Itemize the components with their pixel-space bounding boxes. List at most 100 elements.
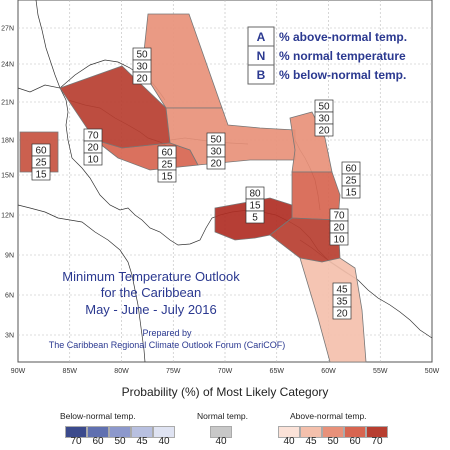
y-tick-label: 9N — [5, 253, 14, 260]
key-letter-a: A — [257, 30, 266, 44]
prob-above: 45 — [336, 285, 348, 296]
y-tick-labels: 3N 6N 9N 12N 15N 18N 21N 24N 27N — [1, 26, 14, 340]
x-tick-label: 55W — [373, 368, 388, 375]
x-tick-labels: 90W 85W 80W 75W 70W 65W 60W 55W 50W — [11, 368, 440, 375]
key-text-n: % normal temperature — [279, 49, 406, 63]
below-normal-swatches — [65, 425, 175, 443]
x-tick-label: 75W — [166, 368, 181, 375]
below-normal-value: 70 — [70, 436, 82, 447]
prob-below: 5 — [252, 213, 258, 224]
x-tick-label: 50W — [425, 368, 440, 375]
scale-axis-title: Probability (%) of Most Likely Category — [121, 385, 329, 399]
above-normal-value: 70 — [371, 436, 383, 447]
y-tick-label: 6N — [5, 293, 14, 300]
x-tick-label: 65W — [270, 368, 285, 375]
below-normal-label: Below-normal temp. — [60, 411, 136, 421]
above-normal-value: 60 — [349, 436, 361, 447]
x-tick-label: 60W — [321, 368, 336, 375]
prob-normal: 15 — [249, 201, 261, 212]
prob-above: 80 — [249, 189, 261, 200]
prob-cell — [83, 152, 103, 166]
prob-cell — [206, 156, 226, 170]
prob-above: 60 — [35, 146, 47, 157]
prob-normal: 20 — [333, 223, 345, 234]
above-normal-swatch — [322, 426, 344, 438]
above-normal-values: 40 45 50 60 70 — [278, 436, 388, 447]
key-text-b: % below-normal temp. — [279, 68, 406, 82]
prob-above: 60 — [161, 148, 173, 159]
below-normal-value: 45 — [136, 436, 148, 447]
below-normal-swatch — [109, 426, 131, 438]
prob-cell — [157, 169, 177, 183]
prob-normal: 25 — [161, 160, 173, 171]
above-normal-swatch — [366, 426, 388, 438]
prob-cell — [314, 123, 334, 137]
prob-normal: 25 — [345, 176, 357, 187]
normal-swatch — [210, 426, 232, 438]
key-box-b — [247, 64, 275, 85]
prob-above: 50 — [318, 102, 330, 113]
above-normal-swatch — [344, 426, 366, 438]
prob-below: 20 — [136, 74, 148, 85]
category-key: A % above-normal temp. N % normal temper… — [247, 26, 407, 85]
prob-normal: 20 — [87, 143, 99, 154]
below-normal-swatch — [65, 426, 87, 438]
prob-cell — [245, 210, 265, 224]
key-letter-b: B — [257, 68, 266, 82]
x-tick-label: 85W — [63, 368, 78, 375]
title-line-2: for the Caribbean — [101, 285, 201, 300]
map-title: Minimum Temperature Outlook for the Cari… — [49, 269, 286, 350]
title-line-1: Minimum Temperature Outlook — [62, 269, 240, 284]
y-tick-label: 15N — [1, 173, 14, 180]
prob-normal: 30 — [318, 114, 330, 125]
prob-below: 15 — [345, 188, 357, 199]
x-tick-label: 90W — [11, 368, 26, 375]
y-tick-label: 12N — [1, 213, 14, 220]
key-letter-n: N — [257, 49, 266, 63]
y-tick-label: 27N — [1, 26, 14, 33]
normal-swatches — [210, 425, 232, 443]
above-normal-value: 45 — [305, 436, 317, 447]
above-normal-value: 50 — [327, 436, 339, 447]
below-normal-swatch — [87, 426, 109, 438]
prob-above: 60 — [345, 164, 357, 175]
x-tick-label: 70W — [218, 368, 233, 375]
below-normal-value: 50 — [114, 436, 126, 447]
above-normal-swatch — [278, 426, 300, 438]
prob-above: 50 — [210, 135, 222, 146]
normal-label: Normal temp. — [197, 411, 249, 421]
title-line-3: May - June - July 2016 — [85, 302, 217, 317]
prob-cell — [332, 306, 352, 320]
probability-boxes: 5030206025157020106025155030205030206025… — [31, 47, 361, 320]
map-grid — [18, 0, 432, 362]
prob-cell — [341, 185, 361, 199]
prob-normal: 35 — [336, 297, 348, 308]
prob-above: 70 — [87, 131, 99, 142]
prob-below: 15 — [161, 172, 173, 183]
normal-values: 40 — [210, 436, 232, 447]
prob-below: 10 — [333, 235, 345, 246]
prepared-by-line-1: Prepared by — [142, 328, 192, 338]
y-tick-label: 24N — [1, 62, 14, 69]
prob-below: 20 — [210, 159, 222, 170]
key-text-a: % above-normal temp. — [279, 30, 407, 44]
prob-below: 20 — [318, 126, 330, 137]
x-tick-label: 80W — [114, 368, 129, 375]
prob-above: 50 — [136, 50, 148, 61]
prob-below: 20 — [336, 309, 348, 320]
above-normal-value: 40 — [283, 436, 295, 447]
above-normal-label: Above-normal temp. — [290, 411, 367, 421]
prob-above: 70 — [333, 211, 345, 222]
below-normal-value: 60 — [92, 436, 104, 447]
prob-cell — [132, 71, 152, 85]
prob-below: 15 — [35, 170, 47, 181]
